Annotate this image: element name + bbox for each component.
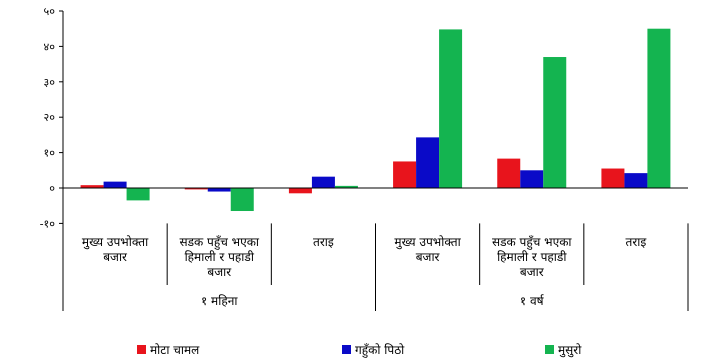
legend-label: मोटा चामल	[150, 343, 200, 357]
x-tick-label: बजार	[416, 250, 441, 264]
bar	[184, 188, 208, 190]
x-tick-label: सडक पहुँच भएका	[492, 235, 572, 250]
y-tick-label: ५०	[44, 5, 56, 18]
legend-swatch	[545, 345, 554, 354]
bar	[393, 161, 417, 188]
x-tick-label: मुख्य उपभोक्ता	[82, 235, 149, 250]
bar	[520, 170, 544, 188]
y-axis: -१० ० १० २० ३० ४० ५०	[40, 5, 64, 311]
y-tick-label: -१०	[40, 217, 56, 230]
bar	[288, 188, 312, 194]
y-tick-label: २०	[44, 111, 56, 124]
x-tick-label: बजार	[520, 265, 545, 279]
x-tick-label: सडक पहुँच भएका	[179, 235, 259, 250]
y-tick-label: १०	[44, 147, 56, 160]
bar	[439, 29, 463, 188]
x-tick-label: तराइ	[313, 235, 335, 249]
legend-label: गहुँको पिठो	[355, 343, 405, 358]
bar	[230, 188, 254, 212]
x-tick-label: हिमाली र पहाडी	[497, 250, 567, 264]
group-label: १ वर्ष	[520, 294, 545, 308]
x-tick-label: तराइ	[626, 235, 648, 249]
x-tick-label: बजार	[103, 250, 128, 264]
bars	[80, 28, 671, 212]
legend: मोटा चामल गहुँको पिठो मुसुरो	[137, 343, 582, 358]
x-tick-label: हिमाली र पहाडी	[185, 250, 255, 264]
group-label: १ महिना	[201, 294, 238, 308]
bar	[103, 181, 127, 188]
y-tick-label: ०	[49, 182, 55, 195]
bar	[126, 188, 150, 201]
x-tick-label: बजार	[207, 265, 232, 279]
bar	[207, 188, 231, 192]
bar	[311, 176, 335, 188]
bar	[497, 158, 521, 188]
bar	[624, 173, 648, 188]
x-tick-label: मुख्य उपभोक्ता	[394, 235, 461, 250]
bar	[80, 185, 104, 188]
bar	[647, 28, 671, 189]
bar	[416, 137, 440, 188]
legend-label: मुसुरो	[558, 343, 582, 358]
y-tick-label: ३०	[44, 76, 56, 89]
bar	[334, 185, 358, 188]
legend-swatch	[342, 345, 351, 354]
bar	[601, 168, 625, 188]
legend-swatch	[137, 345, 146, 354]
y-tick-label: ४०	[44, 40, 56, 53]
bar	[543, 57, 567, 188]
